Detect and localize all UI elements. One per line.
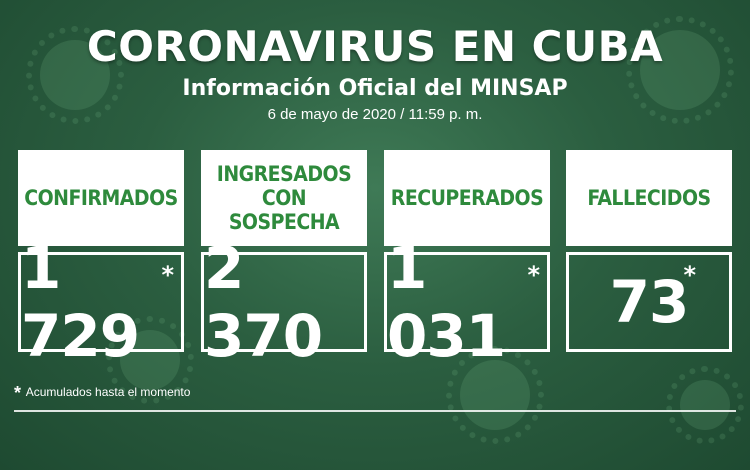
footnote: * Acumulados hasta el momento xyxy=(14,383,190,404)
footnote-asterisk: * xyxy=(14,383,22,403)
card-value-box: 1 729 * xyxy=(18,234,184,370)
card-value: 2 370 xyxy=(204,234,323,370)
page-title: CORONAVIRUS EN CUBA xyxy=(86,22,664,71)
card-fallecidos: FALLECIDOS 73 * xyxy=(566,150,732,352)
asterisk-marker: * xyxy=(161,261,174,289)
footnote-text: Acumulados hasta el momento xyxy=(25,385,191,399)
card-ingresados-con-sospecha: INGRESADOS CON SOSPECHA 2 370 xyxy=(201,150,367,370)
card-value-box: 1 031 * xyxy=(384,234,550,370)
report-date: 6 de mayo de 2020 / 11:59 p. m. xyxy=(267,106,483,123)
asterisk-marker: * xyxy=(527,261,540,289)
card-value: 1 031 xyxy=(387,234,506,370)
divider xyxy=(14,410,736,412)
card-recuperados: RECUPERADOS 1 031 * xyxy=(384,150,550,370)
page-subtitle: Información Oficial del MINSAP xyxy=(182,76,568,101)
card-label: CONFIRMADOS xyxy=(18,150,184,246)
card-value: 1 729 xyxy=(21,234,140,370)
card-value-box: 2 370 xyxy=(201,234,367,370)
card-value: 73 xyxy=(609,268,690,336)
card-label: FALLECIDOS xyxy=(566,150,732,246)
card-label: RECUPERADOS xyxy=(384,150,550,246)
card-confirmados: CONFIRMADOS 1 729 * xyxy=(18,150,184,370)
card-label: INGRESADOS CON SOSPECHA xyxy=(201,150,367,246)
card-value-box: 73 * xyxy=(566,252,732,352)
asterisk-marker: * xyxy=(683,261,696,289)
